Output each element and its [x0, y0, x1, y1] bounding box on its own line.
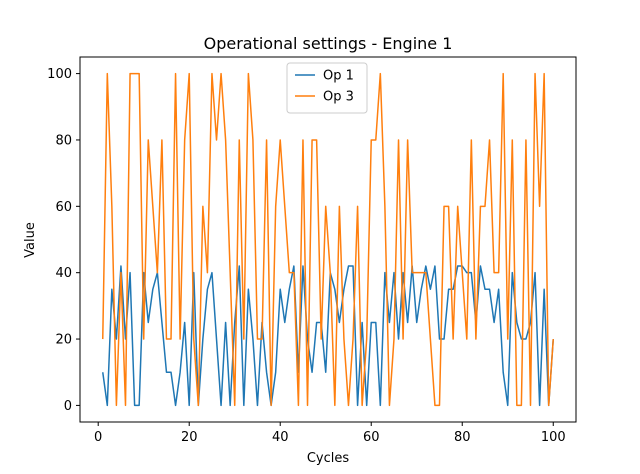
y-tick-label: 0 — [64, 399, 72, 414]
y-tick-label: 80 — [55, 133, 72, 148]
plot-lines — [102, 72, 554, 407]
plot-frame — [79, 56, 577, 423]
y-tick-label: 100 — [47, 67, 72, 82]
legend: Op 1 Op 3 — [286, 62, 368, 114]
x-axis: 0 20 40 60 80 100 — [94, 422, 566, 445]
chart-title: Operational settings - Engine 1 — [204, 34, 453, 53]
y-axis-label: Value — [23, 222, 38, 258]
legend-label: Op 1 — [323, 69, 354, 84]
y-axis: 0 20 40 60 80 100 — [47, 67, 80, 414]
x-tick-label: 40 — [272, 430, 289, 445]
x-tick-label: 60 — [363, 430, 380, 445]
y-tick-label: 20 — [55, 333, 72, 348]
x-tick-label: 20 — [181, 430, 198, 445]
x-tick-label: 100 — [541, 430, 566, 445]
legend-label: Op 3 — [323, 90, 354, 105]
x-tick-label: 0 — [94, 430, 102, 445]
series-line-2 — [102, 72, 554, 407]
y-tick-label: 60 — [55, 200, 72, 215]
y-tick-label: 40 — [55, 266, 72, 281]
x-tick-label: 80 — [454, 430, 471, 445]
x-axis-label: Cycles — [307, 451, 350, 466]
